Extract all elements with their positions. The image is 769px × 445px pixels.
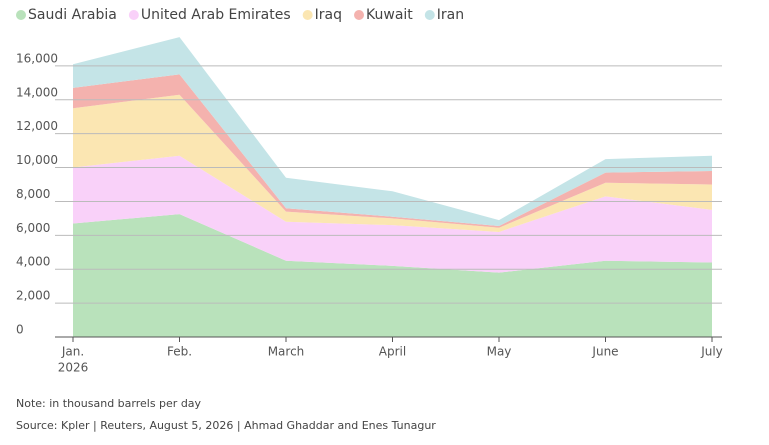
legend-swatch	[128, 10, 139, 20]
legend: Saudi Arabia United Arab Emirates Iraq Kuwa…	[16, 7, 464, 23]
x-tick-sublabel: 2026	[58, 361, 89, 375]
note: Note: in thousand barrels per day	[16, 397, 202, 410]
y-tick-label: 14,000	[16, 85, 58, 99]
legend-label: United Arab Emirates	[141, 7, 291, 23]
legend-swatch	[354, 10, 365, 20]
x-tick-label: Feb.	[167, 345, 192, 359]
y-tick-label: 6,000	[16, 221, 50, 235]
x-tick-label: May	[487, 345, 512, 359]
y-tick-label: 10,000	[16, 153, 58, 167]
source: Source: Kpler | Reuters, August 5, 2026 …	[16, 419, 436, 432]
y-tick-label: 4,000	[16, 255, 50, 269]
x-tick-label: Jan.	[61, 345, 84, 359]
legend-label: Iraq	[315, 7, 342, 23]
y-tick-label: 16,000	[16, 51, 58, 65]
x-tick-label: March	[268, 345, 305, 359]
y-tick-label: 8,000	[16, 187, 50, 201]
area	[73, 37, 712, 227]
y-tick-label: 2,000	[16, 289, 50, 303]
legend-swatch	[424, 10, 435, 20]
legend-swatch	[302, 10, 313, 20]
legend-label: Iran	[437, 7, 464, 23]
area	[73, 214, 712, 337]
area	[73, 94, 712, 232]
legend-swatch	[16, 10, 26, 20]
area	[73, 155, 712, 273]
legend-label: Saudi Arabia	[28, 7, 117, 23]
legend-label: Kuwait	[366, 7, 413, 23]
x-tick-label: April	[379, 345, 406, 359]
y-tick-label: 12,000	[16, 119, 58, 133]
area	[73, 74, 712, 228]
x-tick-label: June	[591, 345, 618, 359]
x-tick-label: July	[700, 345, 723, 359]
y-tick-label: 0	[16, 323, 24, 337]
